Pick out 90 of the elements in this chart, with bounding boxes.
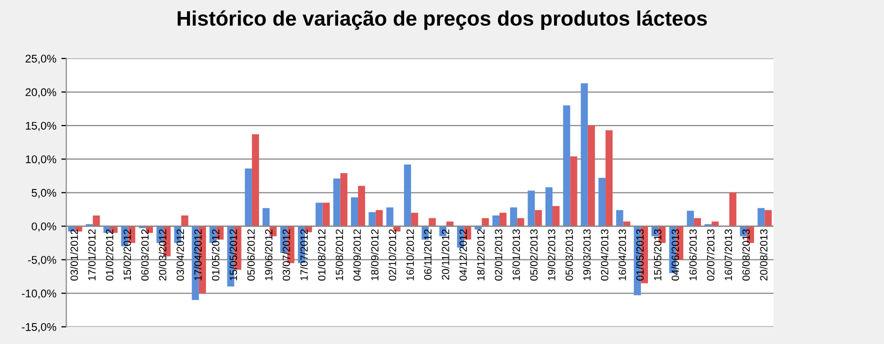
x-tick-label: 19/03/2013 <box>583 229 591 280</box>
x-tick-label: 18/12/2012 <box>476 229 485 280</box>
x-tick-label: 02/01/2013 <box>494 229 502 281</box>
bar <box>482 218 489 226</box>
x-tick-label: 03/04/2012 <box>176 229 184 281</box>
bar <box>333 178 340 226</box>
x-tick-label: 06/08/2013 <box>742 229 750 281</box>
bar <box>552 206 560 226</box>
bar <box>404 164 412 226</box>
x-tick-label: 03/07/2012 <box>282 229 290 281</box>
x-tick-label: 17/01/2012 <box>88 229 96 280</box>
y-tick-label: 15,0% <box>26 122 56 132</box>
bar <box>376 210 383 226</box>
bar <box>340 173 348 226</box>
x-tick-label: 02/10/2012 <box>388 229 396 281</box>
y-tick-label: 25,0% <box>26 54 56 64</box>
bar <box>492 215 500 226</box>
x-tick-label: 18/09/2012 <box>370 229 378 280</box>
bar <box>545 187 552 226</box>
x-tick-label: 16/01/2013 <box>512 229 520 280</box>
x-tick-label: 05/06/2012 <box>247 229 255 281</box>
bar <box>729 192 736 226</box>
x-tick-label: 01/05/2012 <box>212 229 220 281</box>
x-tick-label: 04/12/2012 <box>459 229 467 281</box>
bar <box>623 221 630 226</box>
y-tick-label: 20,0% <box>26 88 56 98</box>
x-tick-label: 05/03/2013 <box>565 229 573 281</box>
bar <box>510 207 518 226</box>
bar <box>181 215 188 226</box>
x-tick-label: 06/03/2012 <box>141 229 149 281</box>
bar <box>474 226 482 230</box>
x-tick-label: 20/08/2013 <box>760 229 768 280</box>
y-tick-label: 0,0% <box>32 222 56 232</box>
bar <box>316 202 323 226</box>
y-tick-label: -5,0% <box>28 256 56 266</box>
bar <box>368 212 376 226</box>
x-tick-label: 20/11/2012 <box>442 229 450 280</box>
x-tick-label: 05/02/2013 <box>530 229 538 281</box>
bar <box>428 218 436 226</box>
x-tick-label: 01/02/2012 <box>106 229 114 281</box>
bar <box>534 210 542 226</box>
x-tick-label: 01/05/2013 <box>636 229 644 281</box>
bar <box>616 210 624 226</box>
x-tick-label: 16/04/2013 <box>618 229 626 280</box>
bar <box>588 126 595 226</box>
x-tick-label: 02/07/2013 <box>706 229 714 281</box>
bar <box>580 83 588 226</box>
bar <box>244 168 252 226</box>
bar <box>252 134 260 226</box>
bar <box>694 218 702 226</box>
bar <box>598 178 606 226</box>
x-tick-label: 16/06/2013 <box>689 229 697 280</box>
bar <box>686 210 694 226</box>
x-tick-label: 20/03/2012 <box>158 229 166 280</box>
x-tick-label: 06/11/2012 <box>424 229 432 280</box>
bar <box>350 197 358 226</box>
bar <box>764 210 772 226</box>
x-tick-label: 04/06/2013 <box>671 229 680 281</box>
x-tick-label: 15/05/2012 <box>229 229 238 280</box>
x-tick-label: 19/02/2013 <box>548 229 556 280</box>
bar <box>499 212 507 226</box>
y-tick-label: -10,0% <box>22 290 56 299</box>
bar <box>92 215 100 226</box>
y-tick-label: 10,0% <box>26 155 56 165</box>
bar <box>606 130 613 226</box>
bar <box>517 218 524 226</box>
bar <box>570 156 578 226</box>
bar <box>322 202 330 226</box>
x-tick-label: 19/06/2012 <box>264 229 272 280</box>
chart-title: Histórico de variação de preços dos produtos lácteos <box>178 10 707 30</box>
x-tick-label: 16/10/2012 <box>406 229 414 280</box>
bar <box>358 186 366 226</box>
x-tick-label: 02/04/2013 <box>600 229 608 281</box>
y-tick-label: -15,0% <box>22 323 56 332</box>
bar <box>262 208 270 226</box>
x-tick-label: 04/09/2012 <box>353 229 361 281</box>
bar <box>411 212 418 226</box>
x-tick-label: 03/01/2012 <box>70 229 78 281</box>
x-tick-label: 15/02/2012 <box>123 229 131 280</box>
x-tick-label: 16/07/2013 <box>724 229 732 280</box>
bar <box>386 207 394 226</box>
y-tick-label: 5,0% <box>32 188 56 198</box>
bar <box>528 190 535 226</box>
x-tick-label: 15/05/2013 <box>654 229 662 280</box>
x-tick-label: 01/08/2012 <box>318 229 326 281</box>
x-tick-label: 17/04/2012 <box>194 229 202 280</box>
x-tick-label: 15/08/2012 <box>335 229 344 280</box>
bar <box>758 208 765 226</box>
x-tick-label: 17/07/2012 <box>300 229 308 280</box>
bar <box>563 105 570 226</box>
